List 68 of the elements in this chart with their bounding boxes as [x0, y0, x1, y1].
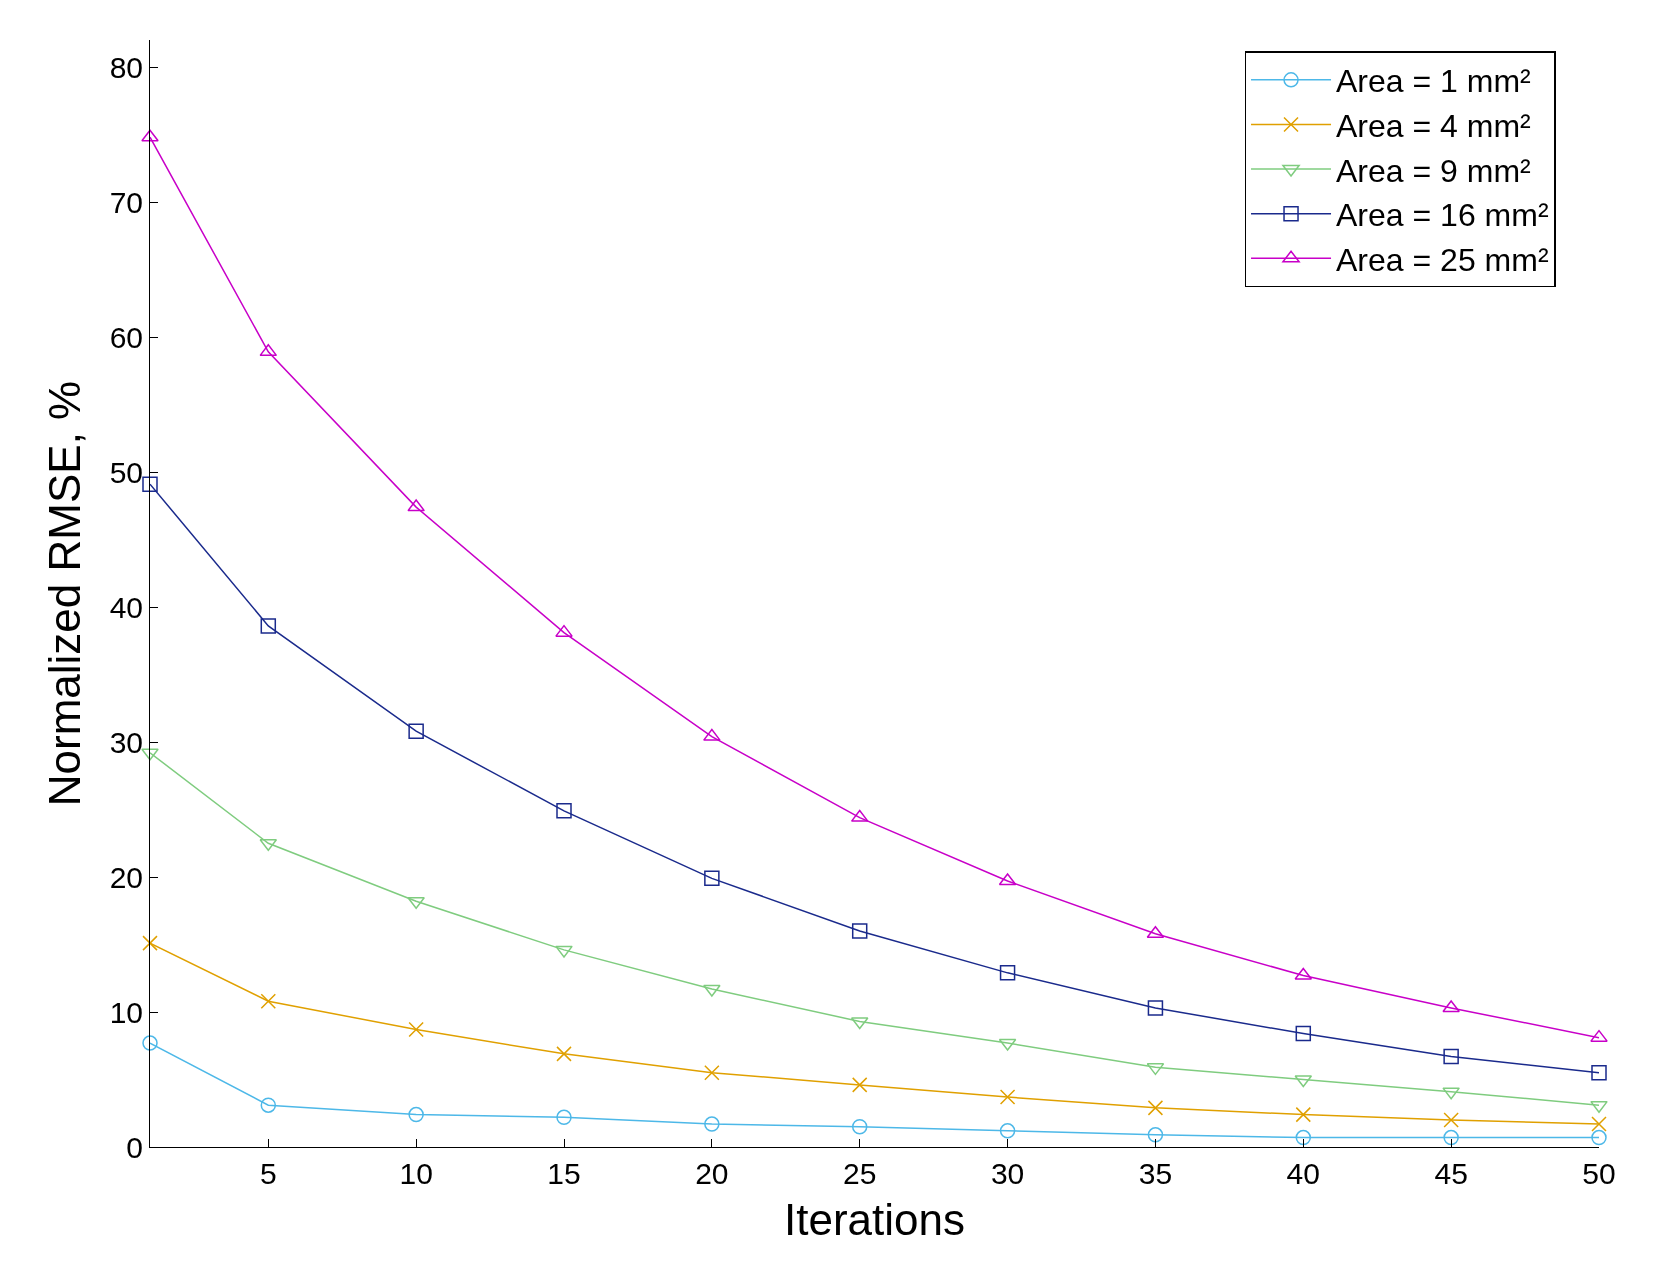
- y-tick-label: 80: [109, 50, 143, 84]
- point: [1442, 1087, 1460, 1100]
- x-tick-label: 30: [990, 1157, 1025, 1190]
- legend-label: Area = 9 mm²: [1336, 152, 1532, 189]
- point: [1591, 1129, 1607, 1146]
- y-tick-label: 50: [109, 455, 143, 489]
- x-tick-label: 5: [259, 1157, 277, 1190]
- point: [1295, 1025, 1312, 1042]
- point: [142, 935, 158, 951]
- point: [141, 129, 159, 142]
- point: [1590, 1100, 1608, 1113]
- y-axis-title: Normalized RMSE, %: [39, 380, 89, 807]
- y-tick-label: 70: [109, 185, 143, 219]
- point: [407, 499, 425, 512]
- y-tick-label: 20: [109, 860, 143, 894]
- y-tick-label: 0: [126, 1130, 143, 1164]
- x-tick-label: 35: [1138, 1157, 1173, 1190]
- point: [555, 624, 573, 637]
- x-tick-label: 45: [1434, 1157, 1468, 1190]
- x-tick-label: 40: [1286, 1157, 1320, 1190]
- x-tick-label: 25: [843, 1157, 877, 1190]
- point: [260, 993, 277, 1009]
- point: [1442, 1000, 1460, 1013]
- y-tick-label: 40: [109, 590, 143, 624]
- point: [704, 1065, 720, 1081]
- point: [703, 728, 721, 741]
- point: [1295, 1106, 1312, 1123]
- point: [260, 1097, 277, 1113]
- point: [1443, 1129, 1459, 1146]
- point: [408, 1106, 424, 1123]
- point: [556, 803, 572, 819]
- legend-label: Area = 4 mm²: [1336, 107, 1532, 144]
- point: [704, 1116, 720, 1132]
- y-tick-label: 10: [109, 995, 143, 1029]
- legend-label: Area = 1 mm²: [1336, 63, 1532, 100]
- point: [408, 1021, 424, 1038]
- x-tick-label: 15: [547, 1157, 581, 1190]
- point: [142, 476, 158, 492]
- point: [851, 1119, 868, 1135]
- point: [999, 965, 1016, 981]
- point: [1147, 1100, 1164, 1116]
- point: [999, 1089, 1016, 1105]
- point: [999, 1123, 1016, 1139]
- point: [1147, 1000, 1164, 1016]
- point: [704, 870, 720, 887]
- point: [555, 945, 573, 958]
- x-tick-label: 50: [1582, 1157, 1616, 1190]
- y-tick-label: 60: [109, 320, 143, 354]
- point: [1295, 1129, 1312, 1146]
- point: [556, 1046, 572, 1062]
- point: [703, 984, 721, 997]
- point: [1443, 1048, 1459, 1065]
- x-tick-label: 20: [695, 1157, 729, 1190]
- point: [851, 923, 868, 939]
- point: [260, 618, 277, 634]
- point: [142, 1035, 158, 1051]
- y-tick-label: 30: [109, 725, 143, 759]
- point: [1443, 1112, 1459, 1128]
- point: [408, 723, 424, 739]
- legend-label: Area = 16 mm²: [1336, 197, 1549, 234]
- x-axis-title: Iterations: [784, 1195, 965, 1245]
- point: [1591, 1065, 1607, 1081]
- legend-label: Area = 25 mm²: [1336, 241, 1549, 278]
- point: [1591, 1116, 1607, 1132]
- x-tick-label: 10: [399, 1157, 433, 1190]
- point: [851, 1077, 868, 1093]
- point: [556, 1109, 572, 1126]
- point: [1147, 1127, 1164, 1143]
